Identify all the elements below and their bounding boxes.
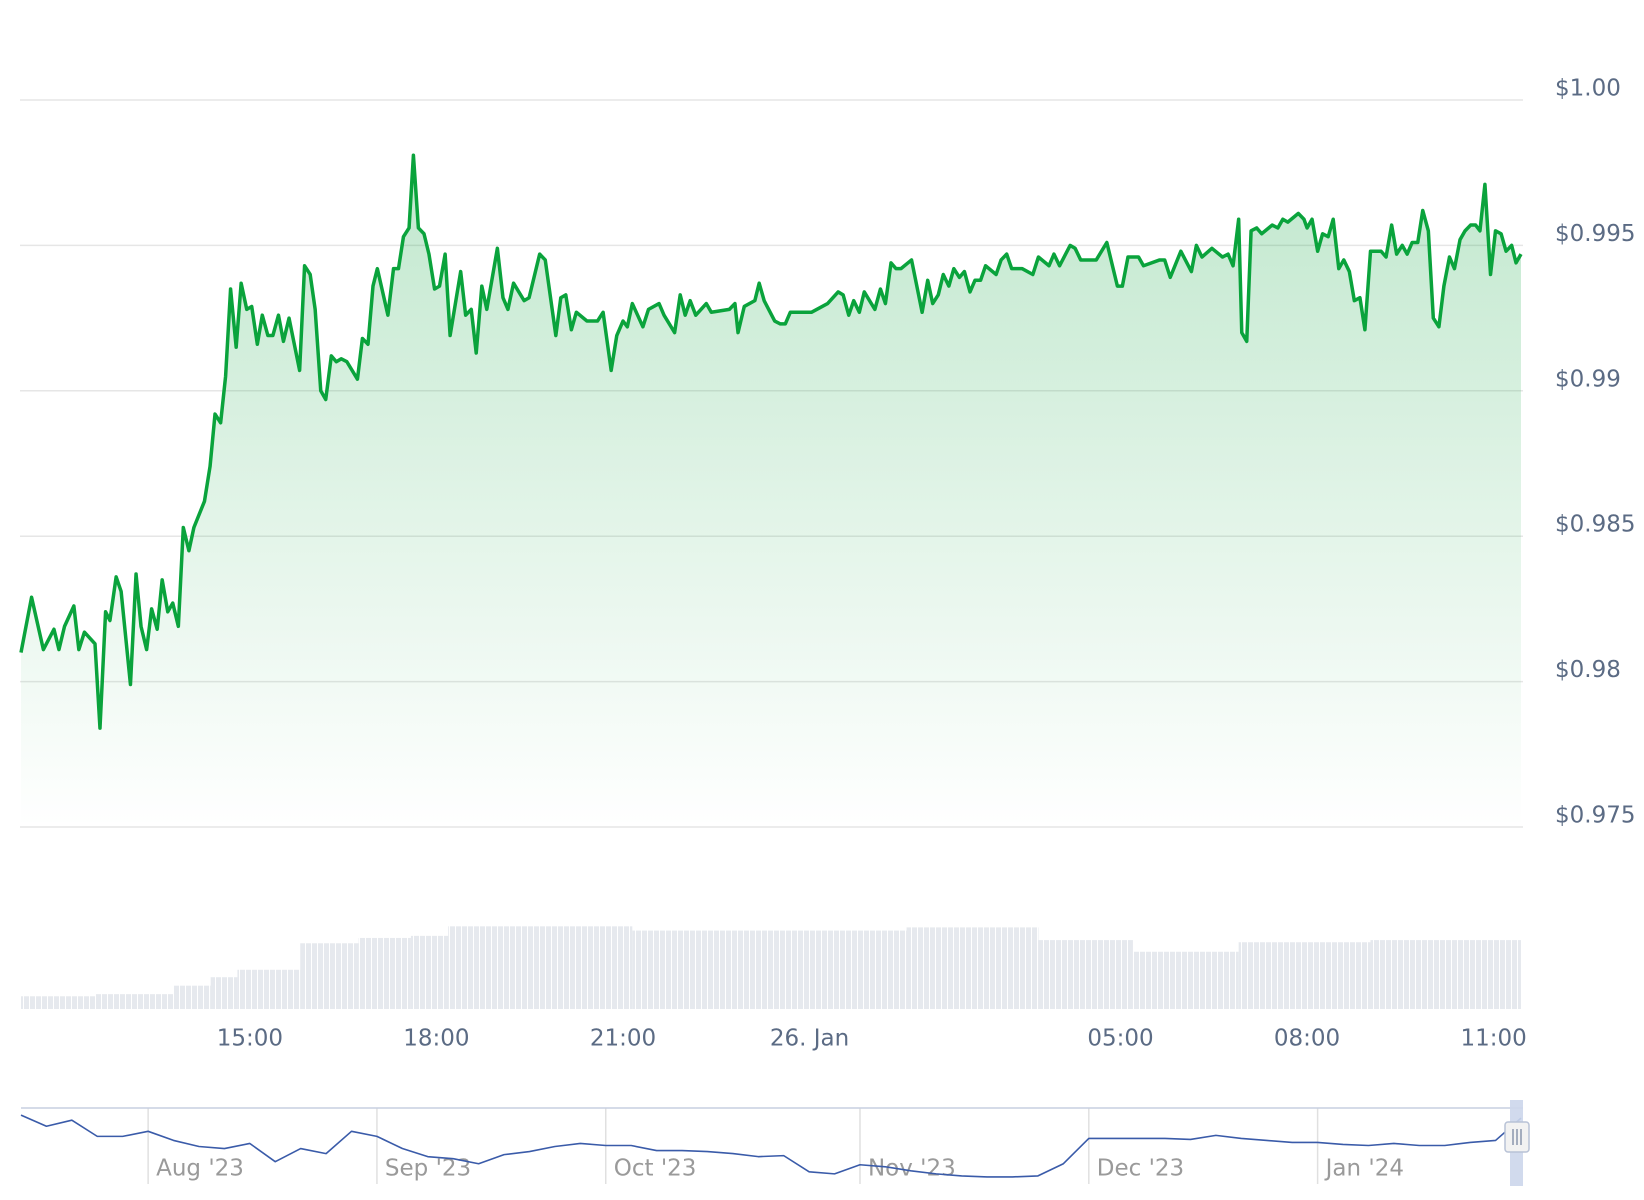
navigator-label: Oct '23	[614, 1156, 697, 1182]
volume-bar	[410, 935, 449, 1009]
volume-bar	[358, 937, 411, 1009]
volume-bar	[1370, 940, 1521, 1009]
navigator-label: Dec '23	[1097, 1156, 1184, 1182]
volume-bar	[906, 927, 1039, 1009]
volume-bar	[210, 977, 238, 1009]
price-line	[19, 153, 1523, 730]
volume-bar	[1038, 940, 1133, 1009]
y-tick-label: $0.975	[1555, 803, 1635, 829]
volume-bar	[95, 994, 174, 1009]
x-tick-label: 26. Jan	[770, 1026, 849, 1052]
volume-bar	[237, 969, 301, 1009]
volume-bar	[173, 985, 211, 1009]
x-tick-label: 18:00	[403, 1026, 469, 1052]
y-tick-label: $1.00	[1555, 76, 1621, 102]
y-tick-label: $0.98	[1555, 657, 1621, 683]
x-tick-label: 21:00	[590, 1026, 656, 1052]
x-tick-label: 11:00	[1460, 1026, 1526, 1052]
x-tick-label: 15:00	[217, 1026, 283, 1052]
navigator-line	[20, 1114, 1522, 1178]
volume-bar	[300, 943, 359, 1009]
volume-bar	[448, 926, 633, 1009]
x-tick-label: 08:00	[1274, 1026, 1340, 1052]
volume-bar	[1132, 951, 1239, 1009]
volume-bar	[21, 996, 96, 1009]
area-fill	[21, 155, 1521, 827]
y-tick-label: $0.99	[1555, 366, 1621, 392]
navigator-label: Aug '23	[156, 1156, 244, 1182]
y-tick-label: $0.985	[1555, 512, 1635, 538]
x-tick-label: 05:00	[1087, 1026, 1153, 1052]
volume-bar	[1238, 942, 1371, 1009]
navigator-label: Jan '24	[1324, 1156, 1404, 1182]
y-tick-label: $0.995	[1555, 221, 1635, 247]
navigator-label: Nov '23	[868, 1156, 956, 1182]
volume-bar	[632, 930, 907, 1009]
